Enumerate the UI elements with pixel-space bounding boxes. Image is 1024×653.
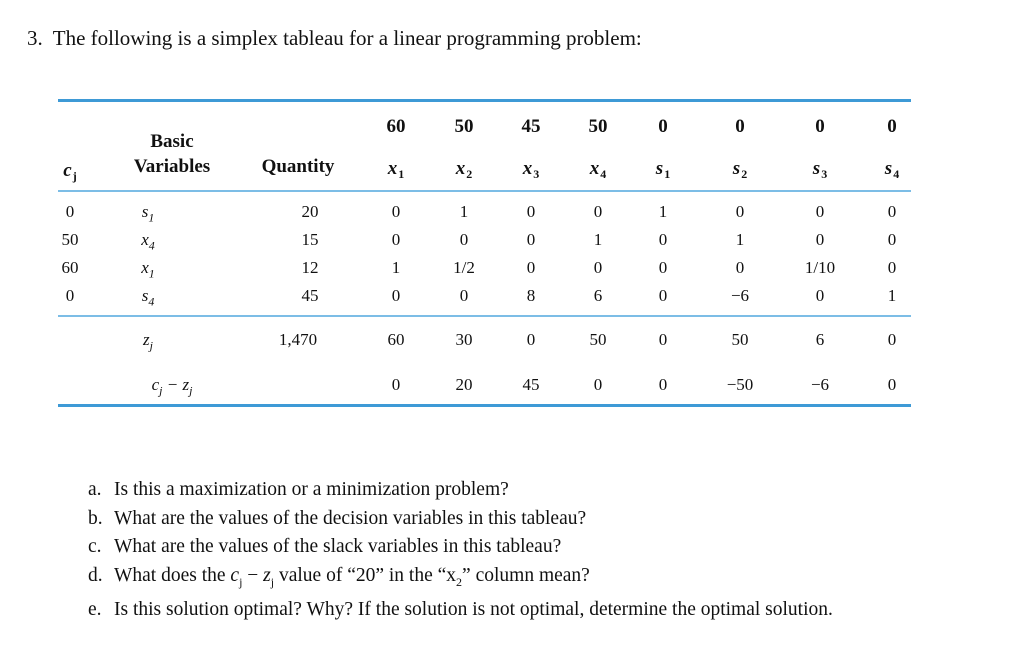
column-variable-x1: x1 — [387, 158, 405, 181]
row-basic-variable: x4 — [141, 230, 155, 253]
basic-variables-header-line2: Variables — [133, 156, 211, 177]
tableau-cell: −6 — [730, 286, 750, 305]
tableau-cell: 1 — [391, 258, 401, 277]
cj-minus-zj-cell: 45 — [522, 375, 540, 394]
zj-cell: 6 — [815, 330, 825, 349]
column-cost-x4: 50 — [588, 116, 608, 137]
cj-minus-zj-cell: 20 — [455, 375, 473, 394]
row-cj-value: 0 — [65, 202, 75, 221]
row-quantity: 20 — [301, 202, 319, 221]
row-cj-value: 60 — [61, 258, 79, 277]
tableau-cell: 8 — [526, 286, 536, 305]
column-variable-s2: s2 — [732, 158, 748, 181]
cj-header: cj — [63, 160, 77, 183]
tableau-cell: 0 — [391, 202, 401, 221]
tableau-cell: 0 — [658, 230, 668, 249]
tableau-cell: 0 — [815, 202, 825, 221]
cj-minus-zj-cell: −50 — [726, 375, 754, 394]
question-list: a. Is this a maximization or a minimizati… — [88, 476, 833, 624]
tableau-cell: 0 — [526, 202, 536, 221]
column-variable-s3: s3 — [812, 158, 828, 181]
cj-minus-zj-cell: 0 — [658, 375, 668, 394]
zj-cell: 50 — [731, 330, 749, 349]
row-quantity: 15 — [301, 230, 319, 249]
tableau-cell: 0 — [526, 230, 536, 249]
cj-minus-zj-cell: 0 — [887, 375, 897, 394]
tableau-cell: 0 — [735, 258, 745, 277]
tableau-cell: 0 — [887, 202, 897, 221]
zj-cell: 0 — [658, 330, 668, 349]
zj-cell: 60 — [387, 330, 405, 349]
cj-minus-zj-row-label: cj − zj — [151, 375, 193, 398]
tableau-cell: 1/10 — [804, 258, 836, 277]
cj-minus-zj-cell: 0 — [593, 375, 603, 394]
tableau-cell: 1 — [593, 230, 603, 249]
tableau-cell: 1 — [459, 202, 469, 221]
quantity-header: Quantity — [261, 156, 335, 177]
tableau-body-rule — [58, 315, 911, 317]
zj-row-label: zj — [143, 330, 153, 353]
column-cost-x3: 45 — [521, 116, 541, 137]
tableau-cell: 0 — [593, 202, 603, 221]
tableau-bottom-rule — [58, 404, 911, 407]
column-cost-s4: 0 — [887, 116, 897, 137]
tableau-cell: 0 — [459, 286, 469, 305]
zj-cell: 30 — [455, 330, 473, 349]
tableau-cell: 6 — [593, 286, 603, 305]
question-d: d. What does the cj − zj value of “20” in… — [88, 564, 590, 589]
column-cost-s2: 0 — [735, 116, 745, 137]
tableau-cell: 1/2 — [453, 258, 475, 277]
tableau-cell: 0 — [459, 230, 469, 249]
basic-variables-header-line1: Basic — [150, 131, 194, 152]
column-variable-s1: s1 — [655, 158, 671, 181]
tableau-cell: 0 — [815, 230, 825, 249]
tableau-cell: 0 — [593, 258, 603, 277]
problem-statement: The following is a simplex tableau for a… — [52, 26, 642, 50]
zj-row-quantity: 1,470 — [278, 330, 318, 349]
row-quantity: 12 — [301, 258, 319, 277]
tableau-cell: 0 — [658, 286, 668, 305]
column-cost-s3: 0 — [815, 116, 825, 137]
column-variable-x3: x3 — [522, 158, 540, 181]
question-c: c. What are the values of the slack varia… — [88, 536, 562, 557]
question-a: a. Is this a maximization or a minimizati… — [88, 479, 509, 500]
tableau-cell: 0 — [391, 286, 401, 305]
question-b: b. What are the values of the decision va… — [88, 507, 587, 529]
column-cost-x1: 60 — [386, 116, 406, 137]
row-basic-variable: s1 — [141, 202, 155, 225]
zj-cell: 0 — [526, 330, 536, 349]
tableau-cell: 0 — [815, 286, 825, 305]
problem-number: 3. — [27, 26, 43, 50]
problem-title: 3. The following is a simplex tableau for… — [27, 26, 642, 51]
row-cj-value: 0 — [65, 286, 75, 305]
zj-cell: 0 — [887, 330, 897, 349]
column-cost-s1: 0 — [658, 116, 668, 137]
tableau-cell: 0 — [658, 258, 668, 277]
tableau-header-rule — [58, 190, 911, 192]
tableau-cell: 0 — [887, 230, 897, 249]
cj-minus-zj-cell: 0 — [391, 375, 401, 394]
tableau-cell: 0 — [887, 258, 897, 277]
tableau-cell: 0 — [391, 230, 401, 249]
row-cj-value: 50 — [61, 230, 79, 249]
row-quantity: 45 — [301, 286, 319, 305]
column-variable-x4: x4 — [589, 158, 607, 181]
tableau-cell: 0 — [526, 258, 536, 277]
tableau-cell: 1 — [735, 230, 745, 249]
row-basic-variable: s4 — [141, 286, 155, 309]
column-cost-x2: 50 — [454, 116, 474, 137]
column-variable-s4: s4 — [884, 158, 900, 181]
tableau-cell: 1 — [658, 202, 668, 221]
cj-minus-zj-cell: −6 — [810, 375, 830, 394]
tableau-cell: 0 — [735, 202, 745, 221]
question-e: e. Is this solution optimal? Why? If the … — [88, 598, 833, 620]
tableau-cell: 1 — [887, 286, 897, 305]
tableau-top-rule — [58, 99, 911, 102]
column-variable-x2: x2 — [455, 158, 473, 181]
zj-cell: 50 — [589, 330, 607, 349]
row-basic-variable: x1 — [141, 258, 155, 281]
